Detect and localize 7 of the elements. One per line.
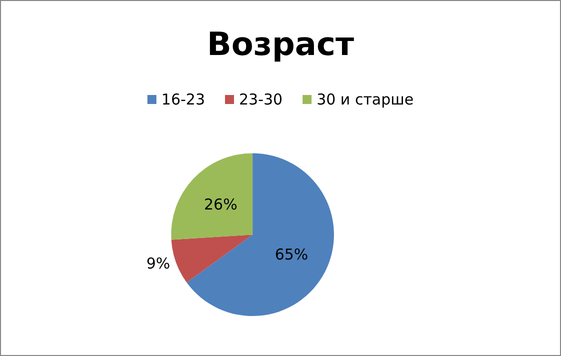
legend-label: 16-23	[161, 90, 205, 108]
legend-label: 23-30	[238, 90, 283, 108]
chart-title: Возраст	[207, 25, 354, 63]
data-label: 65%	[274, 245, 308, 264]
data-label: 9%	[146, 254, 170, 273]
data-label: 26%	[204, 196, 238, 214]
legend-label: 30 и старше	[316, 90, 414, 108]
